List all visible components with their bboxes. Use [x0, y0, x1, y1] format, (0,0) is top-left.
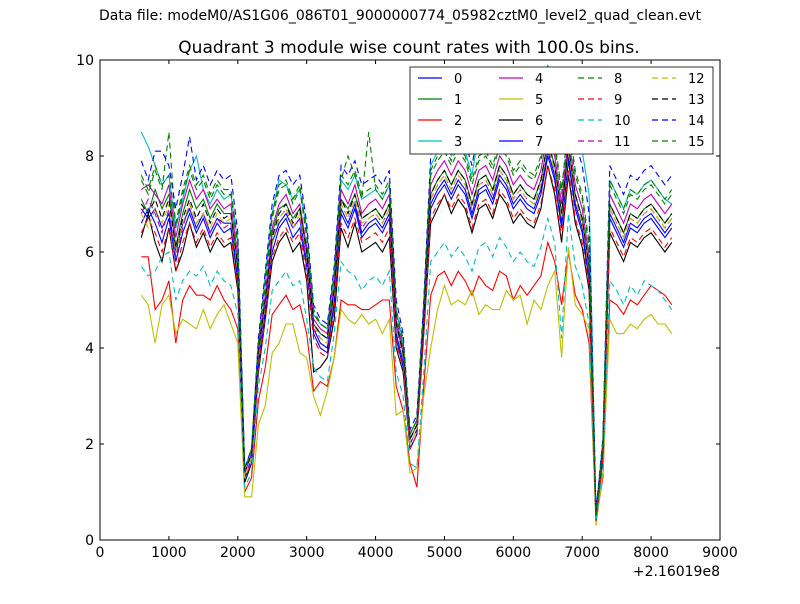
- x-tick-label: 0: [96, 545, 105, 561]
- legend-label-11: 11: [614, 135, 631, 150]
- legend-label-8: 8: [614, 72, 622, 87]
- y-tick-label: 0: [85, 533, 94, 549]
- y-tick-label: 6: [85, 245, 94, 261]
- y-tick-label: 8: [85, 149, 94, 165]
- x-tick-label: 7000: [564, 545, 600, 561]
- legend-label-15: 15: [688, 135, 705, 150]
- x-tick-label: 9000: [702, 545, 738, 561]
- legend-label-4: 4: [535, 72, 543, 87]
- x-tick-label: 3000: [289, 545, 325, 561]
- x-tick-label: 6000: [496, 545, 532, 561]
- y-tick-label: 4: [85, 341, 94, 357]
- legend-label-12: 12: [688, 72, 705, 87]
- series-line-9: [140, 165, 673, 521]
- x-tick-label: 8000: [633, 545, 669, 561]
- legend-box: [409, 66, 714, 155]
- axis-ticks: 0 1000 2000 3000 4000 5000 6000 7000 8000 9000 0 2 4…: [76, 53, 738, 561]
- legend-label-1: 1: [454, 93, 462, 108]
- y-tick-label: 2: [85, 437, 94, 453]
- series-line-13: [140, 141, 673, 517]
- plot-lines: [140, 64, 673, 526]
- legend-label-5: 5: [535, 93, 543, 108]
- series-line-5: [140, 247, 673, 526]
- legend-label-2: 2: [454, 114, 462, 129]
- chart-title: Quadrant 3 module wise count rates with …: [178, 38, 639, 58]
- legend-label-6: 6: [535, 114, 543, 129]
- legend-label-7: 7: [535, 135, 543, 150]
- legend-label-3: 3: [454, 135, 462, 150]
- legend-label-14: 14: [688, 114, 705, 129]
- x-offset-label: +2.16019e8: [633, 564, 720, 580]
- x-tick-label: 4000: [358, 545, 394, 561]
- suptitle: Data file: modeM0/AS1G06_086T01_90000007…: [99, 8, 701, 24]
- series-line-10: [140, 213, 673, 521]
- legend-label-0: 0: [454, 72, 462, 87]
- x-tick-label: 2000: [220, 545, 256, 561]
- x-tick-label: 1000: [151, 545, 187, 561]
- legend-label-13: 13: [688, 93, 705, 108]
- axes-frame: [99, 59, 721, 541]
- y-tick-label: 10: [76, 53, 94, 69]
- legend-label-9: 9: [614, 93, 622, 108]
- legend-label-10: 10: [614, 114, 631, 129]
- x-tick-label: 5000: [427, 545, 463, 561]
